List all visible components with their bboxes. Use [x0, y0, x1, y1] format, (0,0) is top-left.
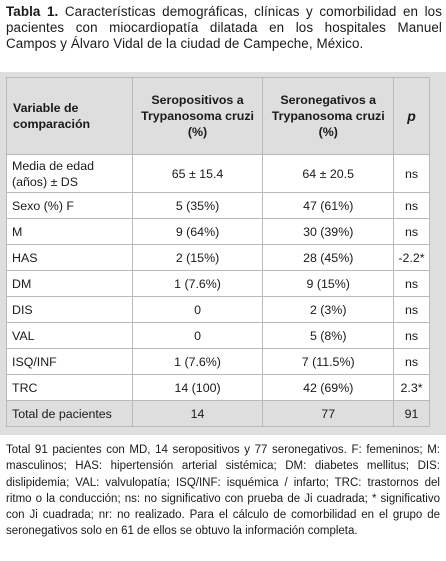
table-container: Variable de comparación Seropositivos a …: [0, 72, 446, 435]
cell-seronegativos: 42 (69%): [262, 374, 395, 401]
cell-variable: HAS: [6, 244, 133, 271]
table-caption: Tabla 1. Características demográficas, c…: [6, 4, 442, 52]
cell-p: ns: [393, 322, 430, 349]
cell-variable: Media de edad (años) ± DS: [6, 154, 133, 193]
table-row: HAS 2 (15%) 28 (45%) -2.2*: [6, 244, 430, 271]
table-row: DM 1 (7.6%) 9 (15%) ns: [6, 270, 430, 297]
cell-seronegativos: 28 (45%): [262, 244, 395, 271]
table-row: VAL 0 5 (8%) ns: [6, 322, 430, 349]
table-row: ISQ/INF 1 (7.6%) 7 (11.5%) ns: [6, 348, 430, 375]
cell-p: ns: [393, 296, 430, 323]
header-p: p: [393, 77, 430, 155]
cell-variable: ISQ/INF: [6, 348, 133, 375]
cell-seronegativos: 7 (11.5%): [262, 348, 395, 375]
cell-variable: TRC: [6, 374, 133, 401]
cell-seronegativos: 9 (15%): [262, 270, 395, 297]
cell-p: ns: [393, 270, 430, 297]
cell-variable: DM: [6, 270, 133, 297]
cell-p: ns: [393, 154, 430, 193]
table-row: TRC 14 (100) 42 (69%) 2.3*: [6, 374, 430, 401]
cell-seropositivos: 14 (100): [131, 374, 264, 401]
cell-seronegativos: 64 ± 20.5: [262, 154, 395, 193]
cell-seropositivos: 5 (35%): [131, 192, 264, 219]
cell-seronegativos: 30 (39%): [262, 218, 395, 245]
cell-variable: DIS: [6, 296, 133, 323]
table-row: Sexo (%) F 5 (35%) 47 (61%) ns: [6, 192, 430, 219]
table-total-row: Total de pacientes 14 77 91: [6, 400, 430, 427]
cell-seronegativos: 47 (61%): [262, 192, 395, 219]
cell-seronegativos: 2 (3%): [262, 296, 395, 323]
cell-variable: M: [6, 218, 133, 245]
total-label: Total de pacientes: [6, 400, 133, 427]
total-p: 91: [393, 400, 430, 427]
cell-seropositivos: 1 (7.6%): [131, 348, 264, 375]
cell-p: -2.2*: [393, 244, 430, 271]
total-seropositivos: 14: [131, 400, 264, 427]
data-table: Variable de comparación Seropositivos a …: [6, 77, 430, 427]
cell-variable: Sexo (%) F: [6, 192, 133, 219]
table-row: Media de edad (años) ± DS 65 ± 15.4 64 ±…: [6, 154, 430, 193]
cell-seropositivos: 0: [131, 296, 264, 323]
cell-seropositivos: 0: [131, 322, 264, 349]
cell-seropositivos: 65 ± 15.4: [131, 154, 264, 193]
cell-seropositivos: 1 (7.6%): [131, 270, 264, 297]
cell-seropositivos: 9 (64%): [131, 218, 264, 245]
header-seropositivos: Seropositivos a Trypanosoma cruzi (%): [131, 77, 264, 155]
cell-seronegativos: 5 (8%): [262, 322, 395, 349]
table-row: DIS 0 2 (3%) ns: [6, 296, 430, 323]
cell-p: ns: [393, 348, 430, 375]
table-caption-text: Características demográficas, clínicas y…: [6, 4, 442, 51]
table-header-row: Variable de comparación Seropositivos a …: [6, 77, 430, 155]
cell-p: ns: [393, 218, 430, 245]
cell-seropositivos: 2 (15%): [131, 244, 264, 271]
cell-p: 2.3*: [393, 374, 430, 401]
cell-p: ns: [393, 192, 430, 219]
table-row: M 9 (64%) 30 (39%) ns: [6, 218, 430, 245]
header-seronegativos: Seronegativos a Trypanosoma cruzi (%): [262, 77, 395, 155]
total-seronegativos: 77: [262, 400, 395, 427]
table-footnote: Total 91 pacientes con MD, 14 seropositi…: [6, 444, 440, 538]
header-variable: Variable de comparación: [6, 77, 133, 155]
table-caption-label: Tabla 1.: [6, 4, 59, 19]
cell-variable: VAL: [6, 322, 133, 349]
